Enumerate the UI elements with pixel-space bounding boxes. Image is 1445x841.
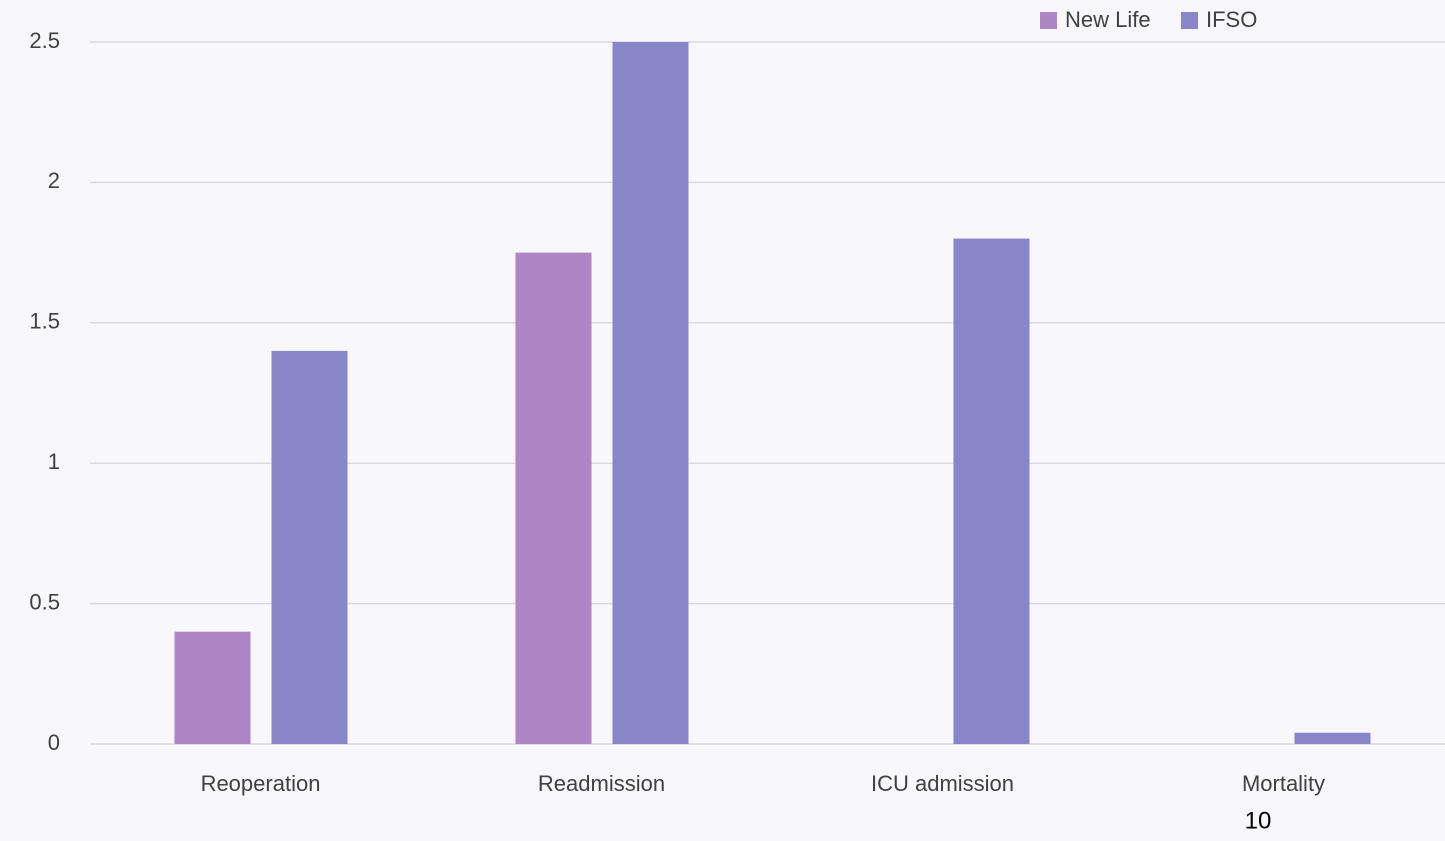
y-tick-label: 0 bbox=[48, 730, 60, 755]
legend-swatch bbox=[1181, 12, 1198, 29]
x-tick-label: Mortality bbox=[1242, 771, 1325, 796]
y-tick-label: 1 bbox=[48, 449, 60, 474]
x-tick-label: Readmission bbox=[538, 771, 665, 796]
y-tick-label: 1.5 bbox=[29, 309, 60, 334]
bar bbox=[953, 238, 1030, 744]
bar bbox=[1294, 732, 1371, 744]
page-number: 10 bbox=[1245, 807, 1272, 834]
y-tick-label: 2.5 bbox=[29, 28, 60, 53]
legend-swatch bbox=[1040, 12, 1057, 29]
bar bbox=[515, 252, 592, 744]
legend-label: IFSO bbox=[1206, 7, 1257, 32]
legend-label: New Life bbox=[1065, 7, 1151, 32]
x-tick-label: Reoperation bbox=[201, 771, 321, 796]
x-tick-label: ICU admission bbox=[871, 771, 1014, 796]
bar bbox=[174, 631, 251, 744]
bar bbox=[612, 42, 689, 744]
y-tick-label: 0.5 bbox=[29, 589, 60, 614]
bar bbox=[271, 350, 348, 744]
y-tick-label: 2 bbox=[48, 168, 60, 193]
